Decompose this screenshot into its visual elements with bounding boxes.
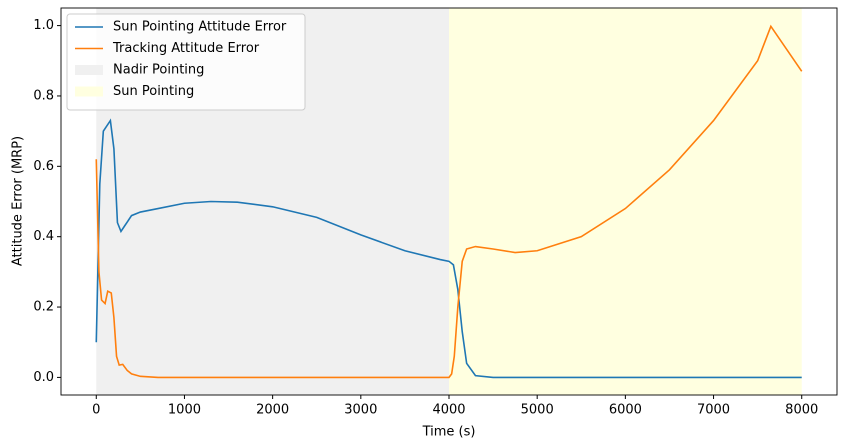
x-tick-label: 4000	[432, 403, 465, 418]
y-tick-label: 0.2	[33, 300, 54, 315]
legend-box	[66, 13, 306, 111]
y-axis-label: Attitude Error (MRP)	[11, 136, 26, 266]
line	[95, 118, 802, 379]
x-tick-label: 2000	[256, 403, 289, 418]
x-tick-label: 7000	[697, 403, 730, 418]
line	[95, 24, 803, 379]
legend-swatch	[75, 65, 103, 75]
x-tick-label: 0	[92, 403, 100, 418]
plot-frame	[60, 7, 838, 396]
x-tick-label: 5000	[521, 403, 554, 418]
legend-label: Tracking Attitude Error	[112, 41, 260, 56]
legend-label: Sun Pointing	[113, 84, 194, 99]
x-tick-label: 3000	[344, 403, 377, 418]
legend-swatch	[75, 86, 103, 97]
legend-label: Nadir Pointing	[113, 63, 204, 78]
y-tick-label: 0.8	[33, 88, 54, 103]
x-tick-label: 1000	[168, 403, 201, 418]
legend-label: Sun Pointing Attitude Error	[113, 20, 287, 35]
x-tick-label: 6000	[609, 403, 642, 418]
x-tick-label: 8000	[785, 403, 818, 418]
span	[449, 8, 802, 395]
x-axis-label: Time (s)	[422, 425, 476, 440]
y-tick-label: 0.0	[33, 370, 54, 385]
y-tick-label: 0.6	[33, 159, 54, 174]
y-tick-label: 0.4	[33, 229, 54, 244]
y-tick-label: 1.0	[33, 18, 54, 33]
